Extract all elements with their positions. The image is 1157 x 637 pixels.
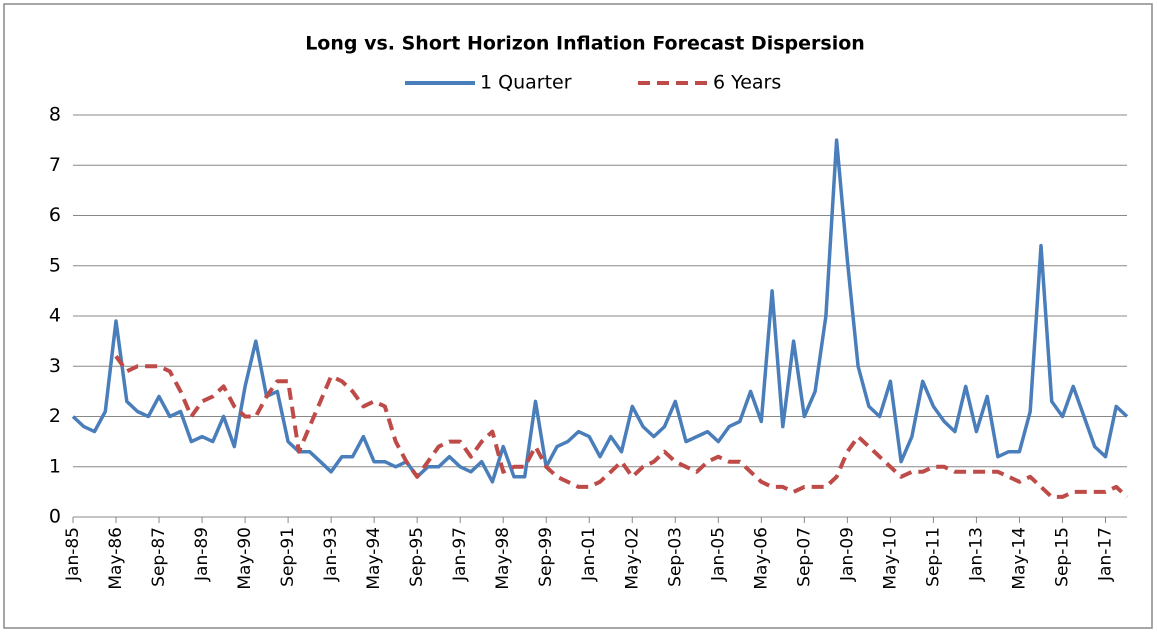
y-tick-label: 2 xyxy=(49,405,61,427)
x-tick-label: May-10 xyxy=(880,527,900,590)
y-tick-label: 3 xyxy=(49,355,61,377)
x-tick-label: Jan-13 xyxy=(966,527,986,582)
y-tick-label: 5 xyxy=(49,254,61,276)
series-line xyxy=(114,355,1129,499)
x-tick-label: Jan-89 xyxy=(192,527,212,582)
x-tick-label: Sep-03 xyxy=(665,527,685,587)
y-tick-label: 0 xyxy=(49,506,61,528)
y-tick-label: 7 xyxy=(49,154,61,176)
x-tick-label: Jan-85 xyxy=(63,527,83,582)
x-tick-label: May-90 xyxy=(235,527,255,590)
x-tick-label: May-94 xyxy=(364,527,384,590)
x-tick-label: Jan-09 xyxy=(837,527,857,582)
x-tick-label: Sep-99 xyxy=(536,527,556,587)
series-line xyxy=(71,138,1129,484)
x-tick-label: May-14 xyxy=(1009,527,1029,590)
x-tick-label: Sep-07 xyxy=(794,527,814,587)
y-tick-label: 1 xyxy=(49,455,61,477)
x-tick-label: May-98 xyxy=(493,527,513,590)
x-tick-label: Sep-87 xyxy=(149,527,169,587)
x-tick-label: May-02 xyxy=(622,527,642,590)
x-tick-label: Jan-97 xyxy=(450,527,470,582)
x-tick-label: Jan-17 xyxy=(1095,527,1115,582)
legend-label: 1 Quarter xyxy=(480,72,572,94)
x-tick-label: Jan-05 xyxy=(708,527,728,582)
x-tick-label: Sep-91 xyxy=(278,527,298,587)
x-tick-label: Sep-11 xyxy=(923,527,943,587)
x-tick-label: Sep-95 xyxy=(407,527,427,587)
y-tick-label: 6 xyxy=(49,204,61,226)
x-tick-label: May-06 xyxy=(751,527,771,590)
x-tick-label: Sep-15 xyxy=(1052,527,1072,587)
legend-label: 6 Years xyxy=(713,72,781,94)
chart-title: Long vs. Short Horizon Inflation Forecas… xyxy=(305,33,865,55)
x-tick-label: Jan-93 xyxy=(321,527,341,582)
x-tick-label: May-86 xyxy=(106,527,126,590)
y-tick-label: 4 xyxy=(49,305,61,327)
x-tick-label: Jan-01 xyxy=(579,527,599,582)
y-tick-label: 8 xyxy=(49,104,61,126)
